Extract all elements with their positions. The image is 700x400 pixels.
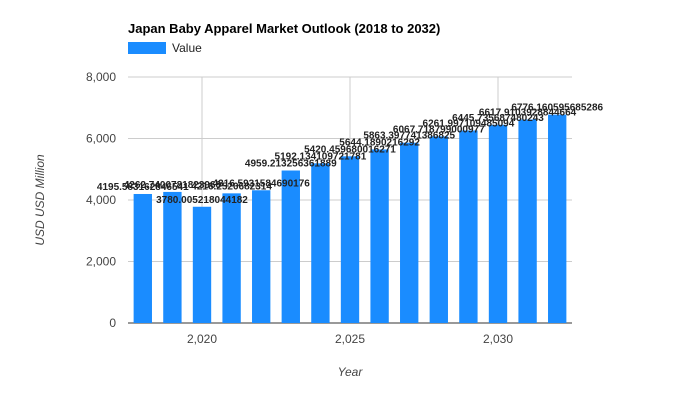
- bar-2024: [311, 163, 330, 323]
- data-label-2029: 6261.997109485094: [423, 118, 515, 129]
- x-axis-ticks: 2,020 2,025 2,030: [187, 332, 513, 346]
- y-axis-title: USD USD Million: [33, 154, 47, 246]
- bar-2027: [400, 142, 419, 323]
- x-tick-label: 2,020: [187, 332, 217, 346]
- x-tick-label: 2,025: [335, 332, 365, 346]
- bar-2021: [222, 193, 241, 323]
- y-tick-label: 8,000: [86, 70, 116, 84]
- data-label-2027: 5863.397741386825: [363, 131, 455, 142]
- x-axis-title: Year: [338, 365, 364, 379]
- bar-2030: [488, 124, 508, 324]
- chart-title: Japan Baby Apparel Market Outlook (2018 …: [128, 21, 440, 36]
- legend-swatch: [128, 42, 166, 54]
- bar-2023: [281, 170, 300, 323]
- bar-2025: [340, 156, 360, 323]
- data-label-2030: 6445.735687480243: [452, 113, 544, 124]
- data-label-2023: 4959.213256361889: [245, 159, 337, 170]
- y-axis-ticks: 0 2,000 4,000 6,000 8,000: [86, 70, 116, 330]
- legend: Value: [128, 41, 202, 55]
- data-label-2019: 4262.7400781823966: [124, 180, 222, 191]
- y-tick-label: 6,000: [86, 132, 116, 146]
- data-label-2024: 5192.134109721781: [275, 151, 367, 162]
- data-label-2020: 3780.005218044182: [156, 195, 248, 206]
- data-label-2031: 6617.9103928844664: [479, 107, 577, 118]
- bar-2028: [429, 136, 448, 323]
- data-label-2032: 6776.160595685286: [511, 103, 603, 114]
- bar-2019: [163, 191, 182, 323]
- y-tick-label: 0: [109, 316, 116, 330]
- x-tick-label: 2,030: [483, 332, 513, 346]
- data-label-2025: 5420.459680016271: [304, 144, 396, 155]
- bar-2020: [192, 206, 212, 323]
- bar-2022: [252, 190, 271, 323]
- y-tick-label: 2,000: [86, 255, 116, 269]
- data-label-2021: 4216.2520682314: [191, 181, 272, 192]
- bars: [133, 114, 567, 324]
- data-label-2022: 4316.5931584690176: [213, 178, 311, 189]
- y-tick-label: 4,000: [86, 193, 116, 207]
- legend-label: Value: [172, 41, 202, 55]
- bar-2029: [459, 130, 478, 323]
- bar-2032: [548, 114, 567, 323]
- data-label-2026: 5644.1890216292: [339, 137, 420, 148]
- bar-2018: [133, 193, 152, 323]
- bar-2031: [518, 119, 537, 323]
- data-label-2018: 4195.583162846541: [97, 182, 189, 193]
- data-label-2028: 6067.718799000977: [393, 124, 485, 135]
- bar-2026: [370, 149, 389, 323]
